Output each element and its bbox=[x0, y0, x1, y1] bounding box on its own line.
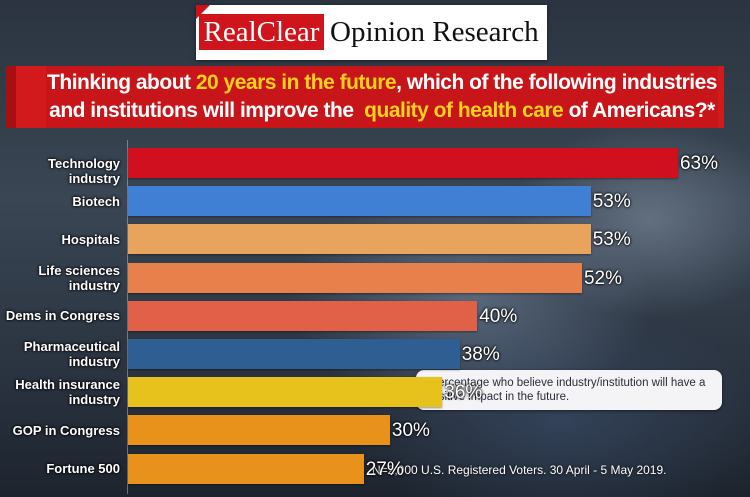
bar bbox=[128, 262, 582, 293]
bar bbox=[128, 339, 460, 369]
logo-realclear: RealClear bbox=[199, 14, 324, 50]
title-text: Thinking about bbox=[47, 71, 196, 94]
bar bbox=[128, 186, 591, 217]
category-label: Technology industry bbox=[48, 155, 120, 186]
title-text: and institutions will improve the bbox=[49, 99, 365, 122]
value-label: 52% bbox=[583, 267, 622, 289]
value-label: 38% bbox=[461, 344, 500, 365]
value-label: 36% bbox=[444, 382, 483, 404]
title-line-1: Thinking about 20 years in the future, w… bbox=[47, 69, 717, 97]
bar bbox=[128, 300, 478, 331]
bar bbox=[128, 224, 591, 255]
category-label: Biotech bbox=[72, 193, 120, 209]
chart-title: Thinking about 20 years in the future, w… bbox=[46, 66, 718, 128]
value-label: 27% bbox=[365, 458, 404, 480]
value-label: 63% bbox=[679, 153, 719, 174]
category-label: Fortune 500 bbox=[46, 461, 120, 477]
bar bbox=[128, 377, 443, 408]
footnote-box: *Percentage who believe industry/institu… bbox=[416, 370, 722, 410]
title-text: of Americans?* bbox=[563, 99, 716, 122]
value-label: 30% bbox=[391, 420, 430, 442]
title-highlight: quality of health care bbox=[364, 99, 564, 122]
value-label: 53% bbox=[592, 229, 631, 251]
category-label: GOP in Congress bbox=[12, 422, 120, 438]
category-axis-line bbox=[127, 140, 128, 494]
title-line-2: and institutions will improve the qualit… bbox=[49, 97, 715, 125]
title-highlight: 20 years in the future bbox=[195, 71, 397, 94]
title-text: , which of the following industries bbox=[396, 71, 717, 94]
category-label: Pharmaceutical industry bbox=[23, 339, 120, 369]
bar bbox=[128, 453, 364, 484]
source-note: N=2,000 U.S. Registered Voters. 30 April… bbox=[372, 463, 667, 477]
category-label: Hospitals bbox=[61, 231, 120, 247]
category-label: Life sciences industry bbox=[38, 262, 120, 293]
bar bbox=[128, 415, 390, 446]
value-label: 40% bbox=[479, 305, 518, 327]
category-label: Health insurance industry bbox=[15, 377, 120, 408]
chart-title-box: Thinking about 20 years in the future, w… bbox=[6, 66, 724, 128]
logo-opinion-research: Opinion Research bbox=[330, 15, 539, 48]
logo: RealClear Opinion Research bbox=[196, 5, 547, 60]
bar bbox=[128, 148, 678, 178]
logo-corner-mark bbox=[196, 5, 210, 19]
category-label: Dems in Congress bbox=[5, 308, 120, 324]
value-label: 53% bbox=[592, 191, 631, 213]
